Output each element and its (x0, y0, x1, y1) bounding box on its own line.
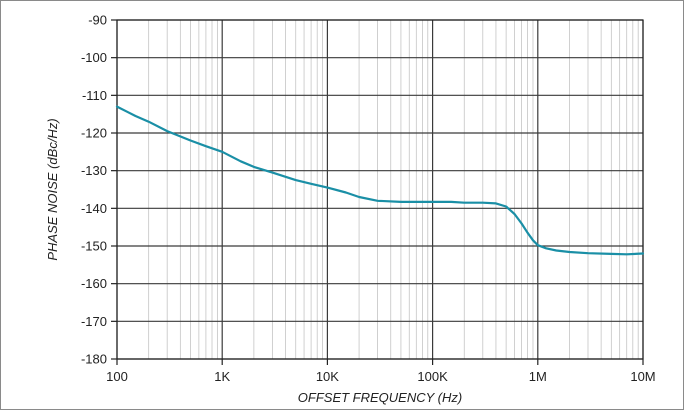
y-tick-label: -140 (81, 201, 107, 216)
y-tick-label: -180 (81, 352, 107, 367)
y-tick-label: -130 (81, 163, 107, 178)
series-line (115, 105, 645, 256)
x-tick-label: 100K (417, 369, 448, 384)
y-tick-label: -110 (82, 88, 107, 103)
axis-ticks (111, 19, 644, 365)
x-tick-label: 1M (529, 369, 547, 384)
series-layer (115, 105, 645, 256)
y-tick-label: -120 (81, 126, 107, 141)
tick-labels: -90 -100 -110 -120 -130 -140 -150 -160 -170 -180 1… (81, 13, 656, 385)
y-tick-label: -170 (81, 314, 107, 329)
x-tick-label: 100 (106, 369, 128, 384)
x-tick-label: 10M (630, 369, 655, 384)
y-tick-label: -90 (88, 13, 107, 28)
x-tick-label: 10K (316, 369, 339, 384)
y-axis-label: PHASE NOISE (dBc/Hz) (45, 118, 60, 260)
x-tick-label: 1K (214, 369, 230, 384)
x-axis-label: OFFSET FREQUENCY (Hz) (298, 390, 462, 405)
grid (116, 19, 644, 360)
y-tick-label: -100 (81, 50, 107, 65)
y-tick-label: -150 (81, 239, 107, 254)
y-tick-label: -160 (81, 276, 107, 291)
plot-area-border (116, 19, 644, 360)
